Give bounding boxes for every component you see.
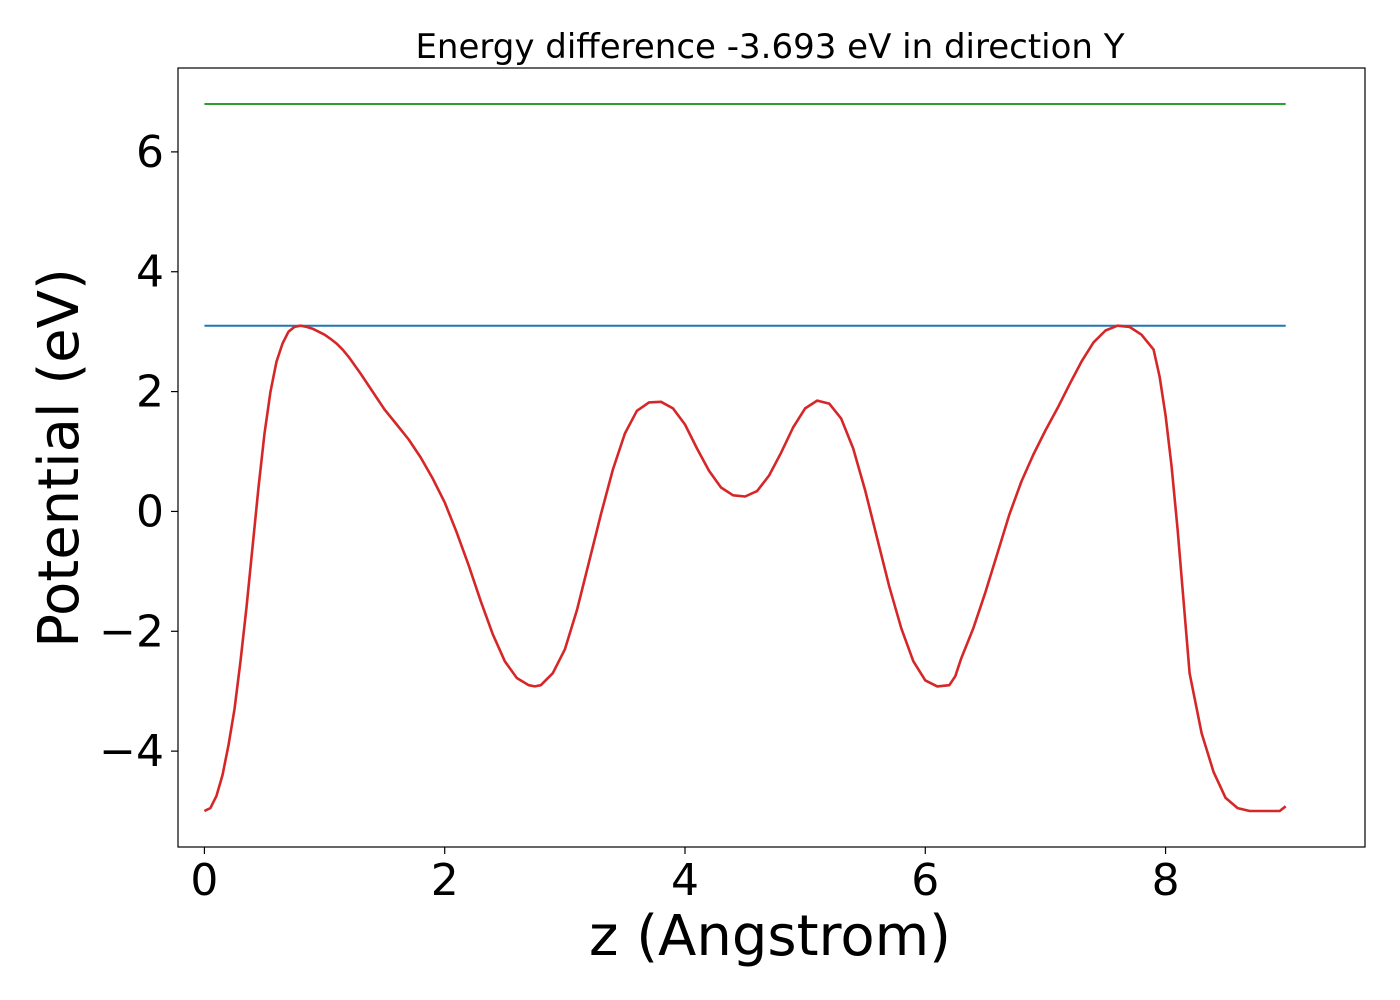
y-tick-label: −4 [99, 726, 164, 777]
x-tick-label: 4 [671, 855, 699, 906]
y-tick-label: −2 [99, 606, 164, 657]
y-tick-label: 0 [136, 486, 164, 537]
y-tick-label: 2 [136, 367, 164, 418]
x-tick-label: 0 [190, 855, 218, 906]
x-tick-label: 6 [911, 855, 939, 906]
y-tick-label: 4 [136, 247, 164, 298]
x-axis-label: z (Angstrom) [589, 904, 951, 969]
y-axis-ticks: −4 −2 0 2 4 6 [99, 127, 178, 777]
series-line-2 [203, 324, 1287, 813]
plot-lines [203, 103, 1287, 813]
plot-frame [177, 67, 1366, 848]
y-axis-label: Potential (eV) [27, 268, 92, 648]
x-axis-ticks: 0 2 4 6 8 [190, 847, 1180, 906]
chart-title: Energy difference -3.693 eV in direction… [415, 27, 1124, 67]
x-tick-label: 2 [431, 855, 459, 906]
x-tick-label: 8 [1152, 855, 1180, 906]
y-tick-label: 6 [136, 127, 164, 178]
